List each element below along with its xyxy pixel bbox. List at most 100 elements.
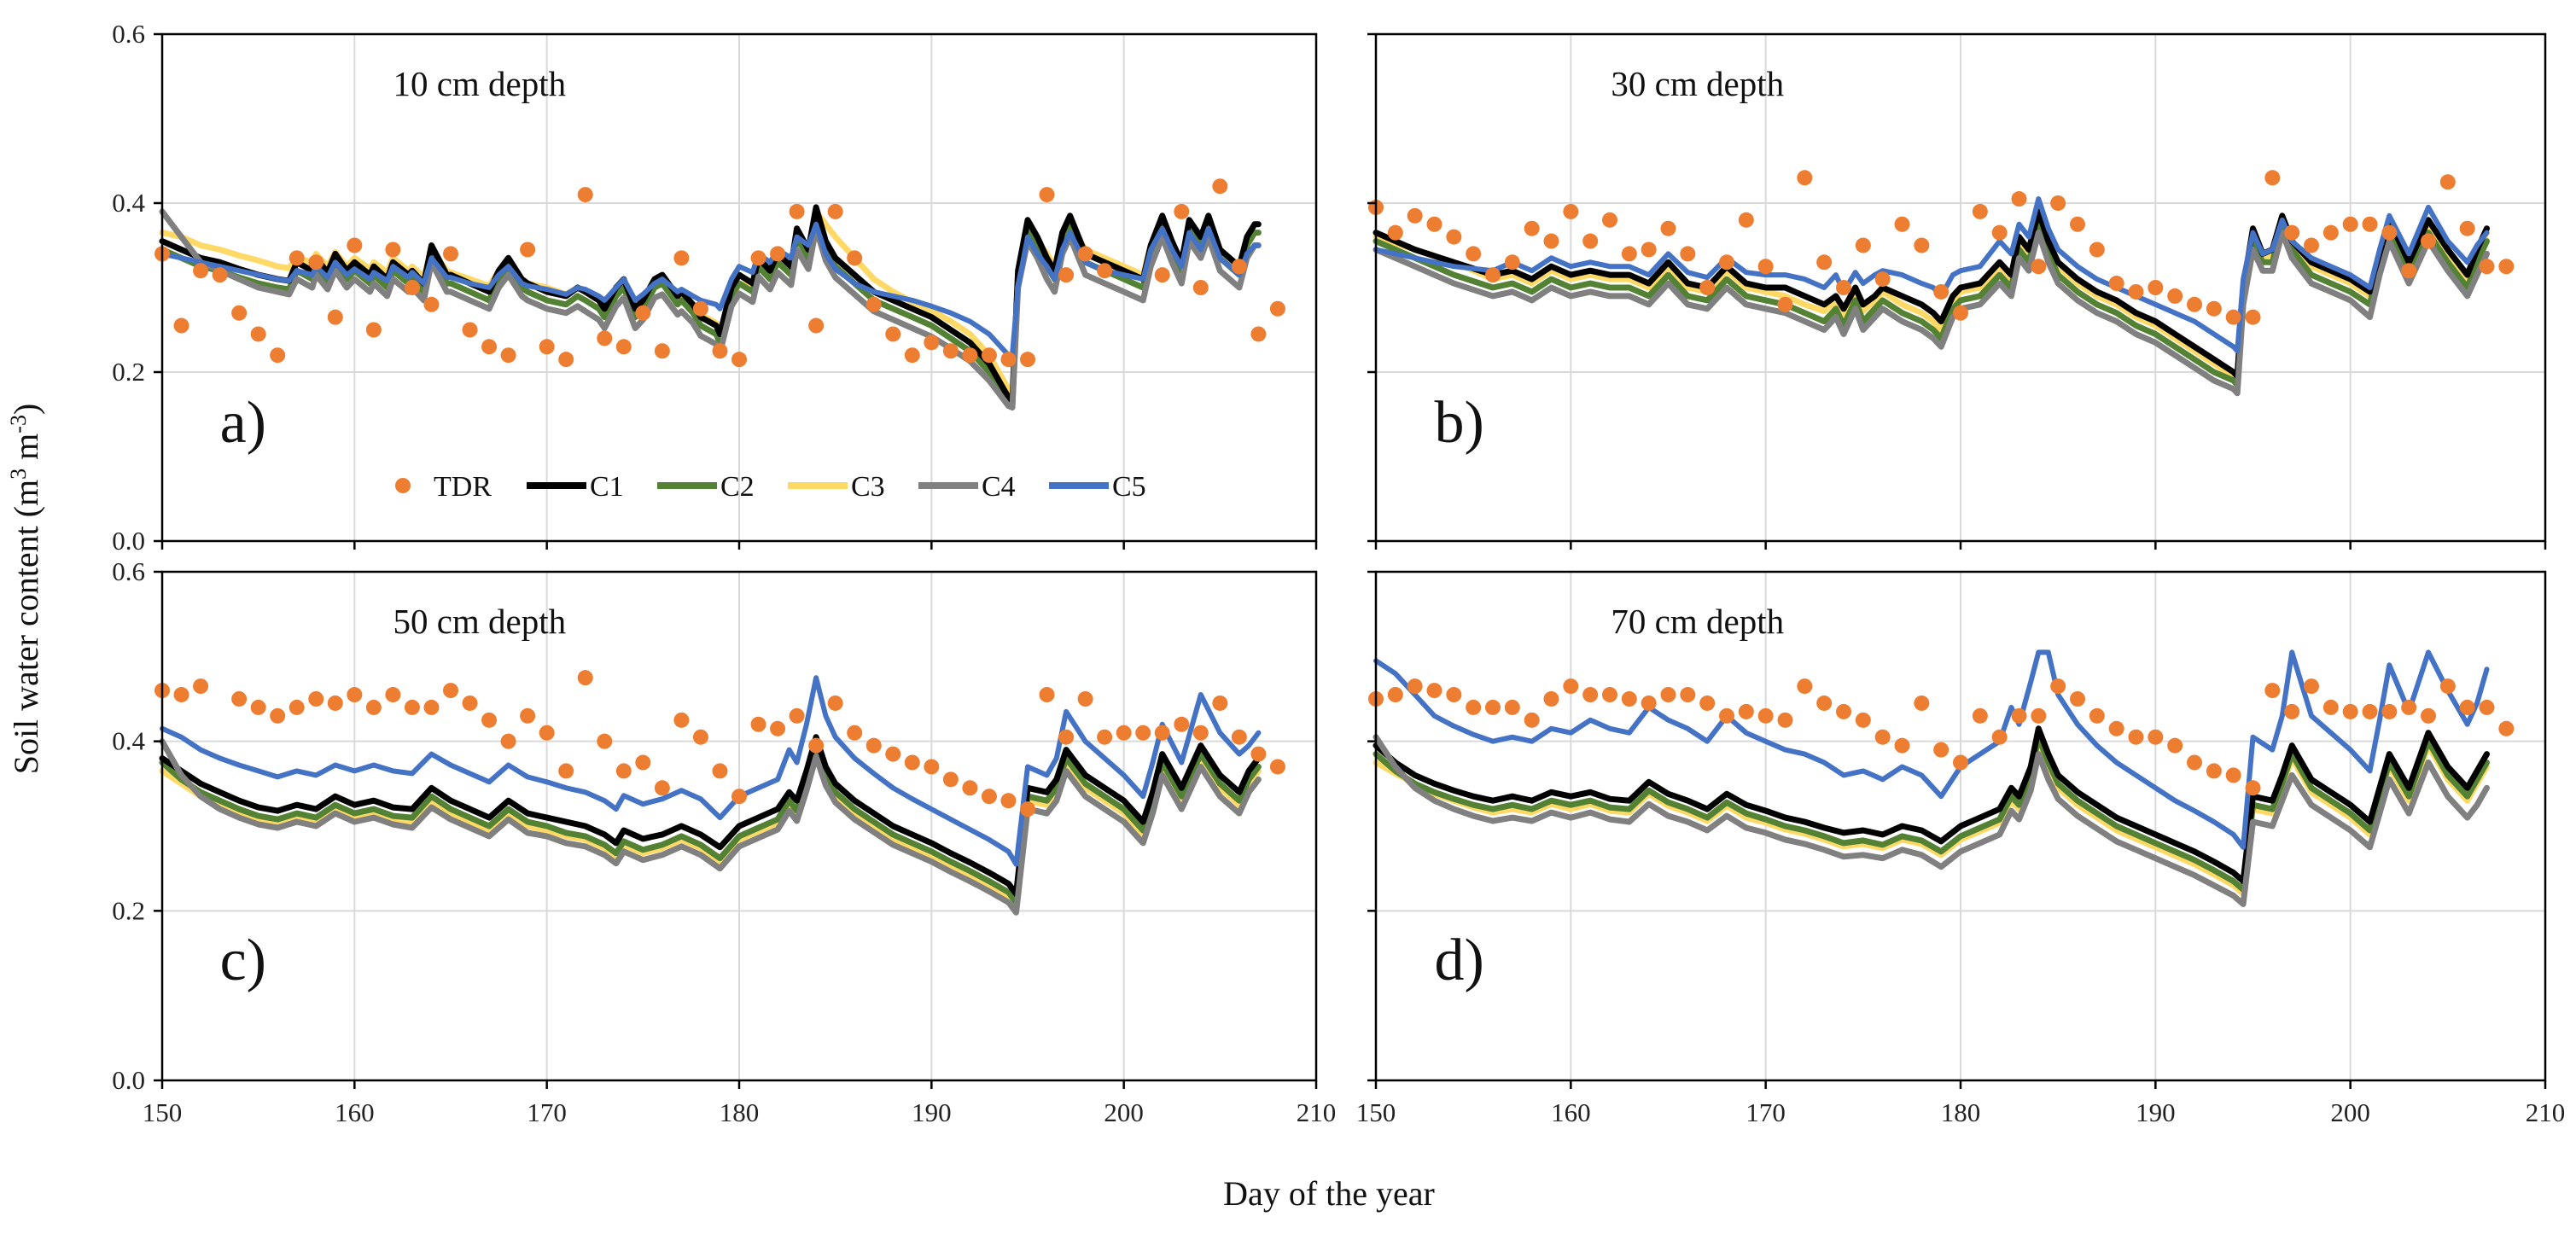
x-tick-label: 190 [2136, 1097, 2176, 1127]
tdr-point [1933, 742, 1949, 758]
tdr-point [2148, 280, 2164, 295]
x-tick-label: 200 [1104, 1097, 1144, 1127]
x-tick-label: 150 [1356, 1097, 1396, 1127]
panel-b: 30 cm depth b) [1367, 32, 2547, 550]
tdr-point [2322, 224, 2339, 241]
panel-letter: d) [1435, 928, 1484, 993]
x-tick-label: 160 [335, 1097, 375, 1127]
tdr-point [1154, 725, 1170, 741]
tdr-point [1135, 725, 1151, 741]
series-c3-line [1373, 738, 2490, 897]
x-axis-label: Day of the year [1223, 1174, 1435, 1213]
tdr-point [1212, 695, 1228, 711]
tdr-point [539, 725, 555, 741]
tdr-point [904, 347, 920, 364]
tdr-point [731, 352, 747, 368]
tdr-point [904, 754, 920, 771]
tdr-point [1777, 712, 1793, 728]
tdr-point [2284, 224, 2300, 241]
legend-label: C3 [851, 471, 885, 503]
tdr-point [1524, 220, 1540, 236]
tdr-point [250, 326, 266, 342]
legend-item-tdr: TDR [395, 471, 492, 503]
tdr-point [1174, 203, 1190, 219]
y-tick-label: 0.2 [112, 895, 145, 925]
tdr-point [1641, 242, 1657, 258]
tdr-point [1269, 300, 1285, 317]
tdr-point [808, 317, 825, 334]
x-tick-label: 150 [143, 1097, 183, 1127]
y-tick-label: 0.4 [112, 188, 145, 218]
tdr-point [577, 187, 593, 203]
y-tick-label: 0.6 [112, 556, 145, 586]
tdr-point [1894, 216, 1910, 232]
tdr-point [750, 250, 766, 266]
tdr-point [2167, 288, 2183, 304]
tdr-point [2381, 224, 2398, 241]
tdr-point [308, 254, 324, 271]
x-tick-label: 210 [2526, 1097, 2566, 1127]
tdr-point [1000, 352, 1017, 368]
tdr-point [558, 352, 574, 368]
tdr-point [692, 729, 708, 745]
y-axis-label: Soil water content (m3 m-3) [6, 404, 46, 775]
panel-depth-title: 30 cm depth [1611, 64, 1784, 103]
tdr-point [615, 763, 632, 779]
panel-a: 0.0 0.2 0.4 0.6 10 cm depth a) [112, 19, 1318, 556]
tdr-point [2031, 707, 2047, 724]
tdr-point [2206, 763, 2222, 779]
tdr-point [2187, 754, 2202, 771]
tdr-point [481, 712, 498, 728]
tdr-point [827, 203, 843, 219]
tdr-point [1000, 793, 1017, 809]
tdr-point [270, 347, 286, 364]
tdr-point [1058, 267, 1075, 283]
tdr-point [1953, 754, 1968, 771]
tdr-point [1836, 703, 1851, 719]
tdr-point [404, 280, 420, 295]
tdr-point [2206, 300, 2222, 317]
tdr-point [270, 707, 286, 724]
tdr-point [500, 347, 516, 364]
series-c2-line [159, 742, 1262, 905]
tdr-point [1387, 224, 1403, 241]
tdr-point [1020, 352, 1035, 368]
tdr-point [692, 300, 708, 317]
tdr-point [1446, 229, 1462, 245]
tdr-point [847, 725, 863, 741]
legend-item-c5: C5 [1049, 471, 1146, 503]
tdr-point [1816, 254, 1833, 271]
panel-depth-title: 10 cm depth [393, 64, 566, 103]
tdr-point [520, 707, 536, 724]
tdr-point [462, 695, 478, 711]
series-c1-line [1373, 725, 2490, 885]
tdr-point [2089, 707, 2105, 724]
tdr-point [1250, 746, 1267, 762]
tdr-point [1426, 683, 1442, 699]
tdr-point [347, 687, 363, 703]
tdr-point [1836, 280, 1851, 295]
tdr-point [770, 720, 786, 736]
tdr-point [212, 267, 228, 283]
tdr-point [2245, 780, 2261, 796]
series-c2-line [1373, 734, 2490, 893]
tdr-point [1077, 691, 1093, 707]
tdr-point [2167, 737, 2183, 754]
tdr-point [1426, 216, 1442, 232]
tdr-point [2439, 678, 2456, 695]
tdr-point [885, 746, 901, 762]
tdr-point [2050, 195, 2066, 211]
tdr-point [193, 678, 209, 695]
tdr-point [789, 203, 805, 219]
tdr-point [1485, 267, 1501, 283]
tdr-point [962, 780, 978, 796]
tdr-point [2401, 699, 2417, 715]
tdr-point [597, 330, 613, 346]
tdr-point [654, 343, 670, 359]
tdr-point [1972, 707, 1988, 724]
y-tick-label: 0.0 [112, 526, 145, 556]
tdr-point [2439, 174, 2456, 190]
tdr-point [2225, 767, 2241, 783]
tdr-point [462, 322, 478, 338]
tdr-point [2362, 216, 2378, 232]
